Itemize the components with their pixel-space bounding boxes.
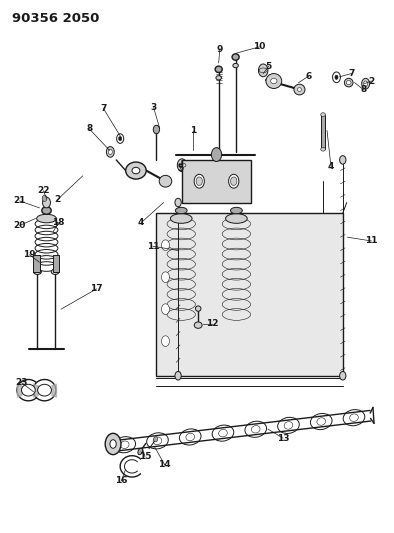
Text: 15: 15 — [139, 453, 151, 461]
Bar — [156, 213, 343, 376]
Circle shape — [229, 174, 239, 188]
Text: 3: 3 — [151, 103, 157, 112]
Circle shape — [153, 125, 160, 134]
Text: 10: 10 — [253, 43, 266, 51]
Ellipse shape — [17, 379, 40, 401]
Circle shape — [43, 197, 50, 208]
Text: 16: 16 — [115, 477, 128, 485]
Circle shape — [364, 81, 368, 86]
Text: 5: 5 — [177, 165, 184, 173]
Ellipse shape — [321, 112, 325, 116]
Ellipse shape — [232, 54, 239, 60]
Circle shape — [196, 177, 203, 185]
Circle shape — [230, 177, 237, 185]
Ellipse shape — [294, 84, 305, 95]
Ellipse shape — [51, 269, 59, 274]
Ellipse shape — [37, 384, 51, 396]
Ellipse shape — [216, 76, 221, 80]
Text: 12: 12 — [206, 319, 218, 328]
Circle shape — [119, 136, 122, 141]
Text: 7: 7 — [348, 69, 355, 78]
Ellipse shape — [266, 74, 282, 88]
Ellipse shape — [233, 63, 238, 68]
Ellipse shape — [170, 214, 192, 223]
Ellipse shape — [230, 207, 242, 214]
Ellipse shape — [138, 448, 143, 455]
Circle shape — [362, 78, 370, 89]
Text: 8: 8 — [86, 125, 93, 133]
Circle shape — [175, 372, 181, 380]
Ellipse shape — [225, 214, 247, 223]
Text: 19: 19 — [23, 251, 36, 259]
Ellipse shape — [344, 78, 353, 87]
Bar — [53, 255, 59, 272]
Ellipse shape — [132, 167, 140, 174]
Ellipse shape — [195, 306, 201, 311]
Text: 23: 23 — [15, 378, 28, 387]
Circle shape — [105, 433, 121, 455]
Ellipse shape — [175, 207, 187, 214]
Text: 9: 9 — [217, 45, 223, 53]
Ellipse shape — [215, 66, 222, 72]
Circle shape — [335, 75, 338, 79]
Text: 2: 2 — [54, 196, 60, 204]
Text: 20: 20 — [13, 221, 26, 230]
Circle shape — [162, 304, 169, 314]
Text: 22: 22 — [37, 187, 50, 195]
Text: 2: 2 — [368, 77, 374, 85]
Circle shape — [154, 437, 158, 442]
Ellipse shape — [33, 269, 41, 274]
Bar — [33, 255, 40, 272]
Text: 11: 11 — [147, 242, 159, 251]
Ellipse shape — [37, 214, 56, 223]
Text: 6: 6 — [305, 72, 312, 80]
Text: 5: 5 — [266, 62, 272, 70]
Ellipse shape — [297, 87, 301, 92]
Text: 18: 18 — [52, 219, 65, 227]
Circle shape — [258, 64, 268, 77]
Circle shape — [175, 198, 181, 207]
Circle shape — [162, 336, 169, 346]
Text: 4: 4 — [138, 219, 144, 227]
Circle shape — [42, 195, 47, 201]
Bar — [321, 115, 325, 149]
Ellipse shape — [194, 322, 202, 328]
Text: 11: 11 — [365, 237, 377, 245]
Text: 14: 14 — [158, 461, 171, 469]
Ellipse shape — [321, 147, 325, 151]
Circle shape — [106, 147, 114, 157]
Circle shape — [162, 240, 169, 251]
Text: 4: 4 — [328, 162, 334, 171]
Ellipse shape — [126, 162, 146, 179]
Circle shape — [340, 372, 346, 380]
Ellipse shape — [271, 78, 277, 84]
Ellipse shape — [346, 80, 351, 85]
Text: 8: 8 — [360, 85, 366, 94]
Circle shape — [211, 148, 221, 161]
Circle shape — [162, 272, 169, 282]
Text: 17: 17 — [90, 285, 103, 293]
Text: 7: 7 — [100, 104, 106, 112]
Text: 21: 21 — [13, 197, 26, 205]
Text: 13: 13 — [277, 434, 289, 442]
Circle shape — [340, 156, 346, 164]
Ellipse shape — [33, 379, 56, 401]
Circle shape — [110, 440, 116, 448]
Text: 1: 1 — [190, 126, 196, 135]
Circle shape — [194, 174, 204, 188]
Circle shape — [108, 149, 112, 155]
Ellipse shape — [159, 175, 172, 187]
Text: 90356 2050: 90356 2050 — [12, 12, 99, 25]
Ellipse shape — [42, 207, 51, 214]
Ellipse shape — [21, 384, 35, 396]
Circle shape — [177, 159, 187, 172]
Bar — [182, 160, 251, 203]
